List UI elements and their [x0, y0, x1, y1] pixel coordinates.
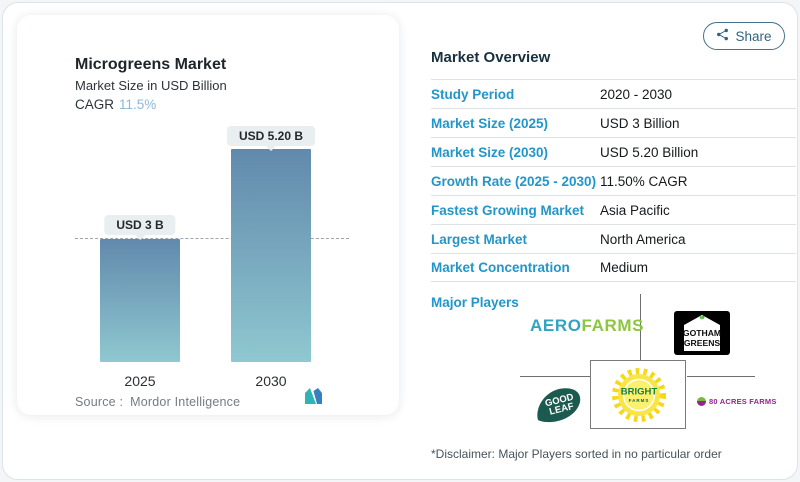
row-label: Largest Market: [431, 231, 528, 247]
row-value: Medium: [600, 260, 649, 275]
source-label: Source :: [75, 395, 124, 409]
chart-cagr-line: CAGR 11.5%: [75, 97, 156, 112]
bar-2025[interactable]: [100, 239, 180, 362]
share-label: Share: [735, 28, 772, 44]
table-row-largest-market: Largest Market North America: [431, 224, 796, 253]
player-logo-good-leaf: GOOD LEAF: [535, 383, 583, 428]
players-grid-horizontal-line-right: [687, 376, 755, 377]
market-overview-section: Market Overview Study Period 2020 - 2030…: [431, 49, 796, 282]
player-logo-aerofarms: AEROFARMS: [530, 316, 644, 336]
x-axis-label-2025: 2025: [124, 373, 156, 389]
row-value: 2020 - 2030: [600, 86, 673, 102]
source-value: Mordor Intelligence: [130, 395, 241, 409]
row-value: 11.50% CAGR: [600, 173, 688, 189]
major-players-label: Major Players: [431, 295, 519, 310]
source-text: Source : Mordor Intelligence: [75, 395, 240, 409]
row-value: USD 3 Billion: [600, 115, 680, 131]
cagr-label: CAGR: [75, 97, 115, 112]
reference-dashed-line: [75, 238, 349, 239]
player-logo-bright-farms: BRIGHT FARMS: [607, 366, 671, 429]
market-overview-heading: Market Overview: [431, 49, 551, 66]
bar-2030[interactable]: [231, 149, 311, 362]
chart-title: Microgreens Market: [75, 56, 227, 73]
table-row-growth-rate: Growth Rate (2025 - 2030) 11.50% CAGR: [431, 166, 796, 195]
source-row: Source : Mordor Intelligence: [75, 388, 341, 409]
bar-label-2025: USD 3 B: [104, 215, 176, 235]
row-label: Study Period: [431, 86, 515, 102]
mordor-intelligence-logo-icon: [305, 388, 327, 409]
x-axis-label-2030: 2030: [255, 373, 287, 389]
player-logo-gotham-greens: GOTHAM GREENS: [674, 311, 730, 355]
row-label: Fastest Growing Market: [431, 202, 585, 218]
table-row-market-concentration: Market Concentration Medium: [431, 253, 796, 282]
player-logo-80-acres-farms: 80 ACRES FARMS: [697, 397, 777, 406]
row-value: North America: [600, 231, 686, 247]
bright-text-line2: FARMS: [629, 398, 650, 403]
row-value: USD 5.20 Billion: [600, 144, 699, 160]
row-label: Market Size (2030): [431, 144, 549, 160]
acres-text: 80 ACRES FARMS: [709, 397, 777, 406]
table-row-fastest-growing-market: Fastest Growing Market Asia Pacific: [431, 195, 796, 224]
chart-subtitle: Market Size in USD Billion: [75, 78, 227, 93]
bar-chart: USD 3 B USD 5.20 B 2025 2030: [17, 15, 399, 415]
aerofarms-text-farms: FARMS: [581, 316, 645, 335]
row-label: Market Concentration: [431, 260, 570, 275]
table-row-market-size-2030: Market Size (2030) USD 5.20 Billion: [431, 137, 796, 166]
acres-seed-icon: [697, 397, 706, 406]
row-value: Asia Pacific: [600, 202, 670, 218]
bar-label-2030: USD 5.20 B: [226, 126, 316, 146]
disclaimer-text: *Disclaimer: Major Players sorted in no …: [431, 447, 722, 461]
table-row-study-period: Study Period 2020 - 2030: [431, 79, 796, 108]
players-grid-vertical-line: [640, 294, 641, 360]
row-label: Market Size (2025): [431, 115, 549, 131]
table-row-market-size-2025: Market Size (2025) USD 3 Billion: [431, 108, 796, 137]
players-grid-horizontal-line-left: [520, 376, 590, 377]
share-button[interactable]: Share: [703, 22, 785, 50]
aerofarms-text-aero: AERO: [530, 316, 582, 335]
row-label: Growth Rate (2025 - 2030): [431, 173, 597, 189]
chart-panel: Microgreens Market Market Size in USD Bi…: [17, 15, 399, 415]
share-icon: [716, 28, 729, 44]
bright-text-line1: BRIGHT: [621, 387, 658, 398]
gotham-text-line1: GOTHAM: [683, 328, 721, 338]
cagr-value: 11.5%: [119, 97, 157, 112]
gotham-text-line2: GREENS: [684, 338, 721, 348]
